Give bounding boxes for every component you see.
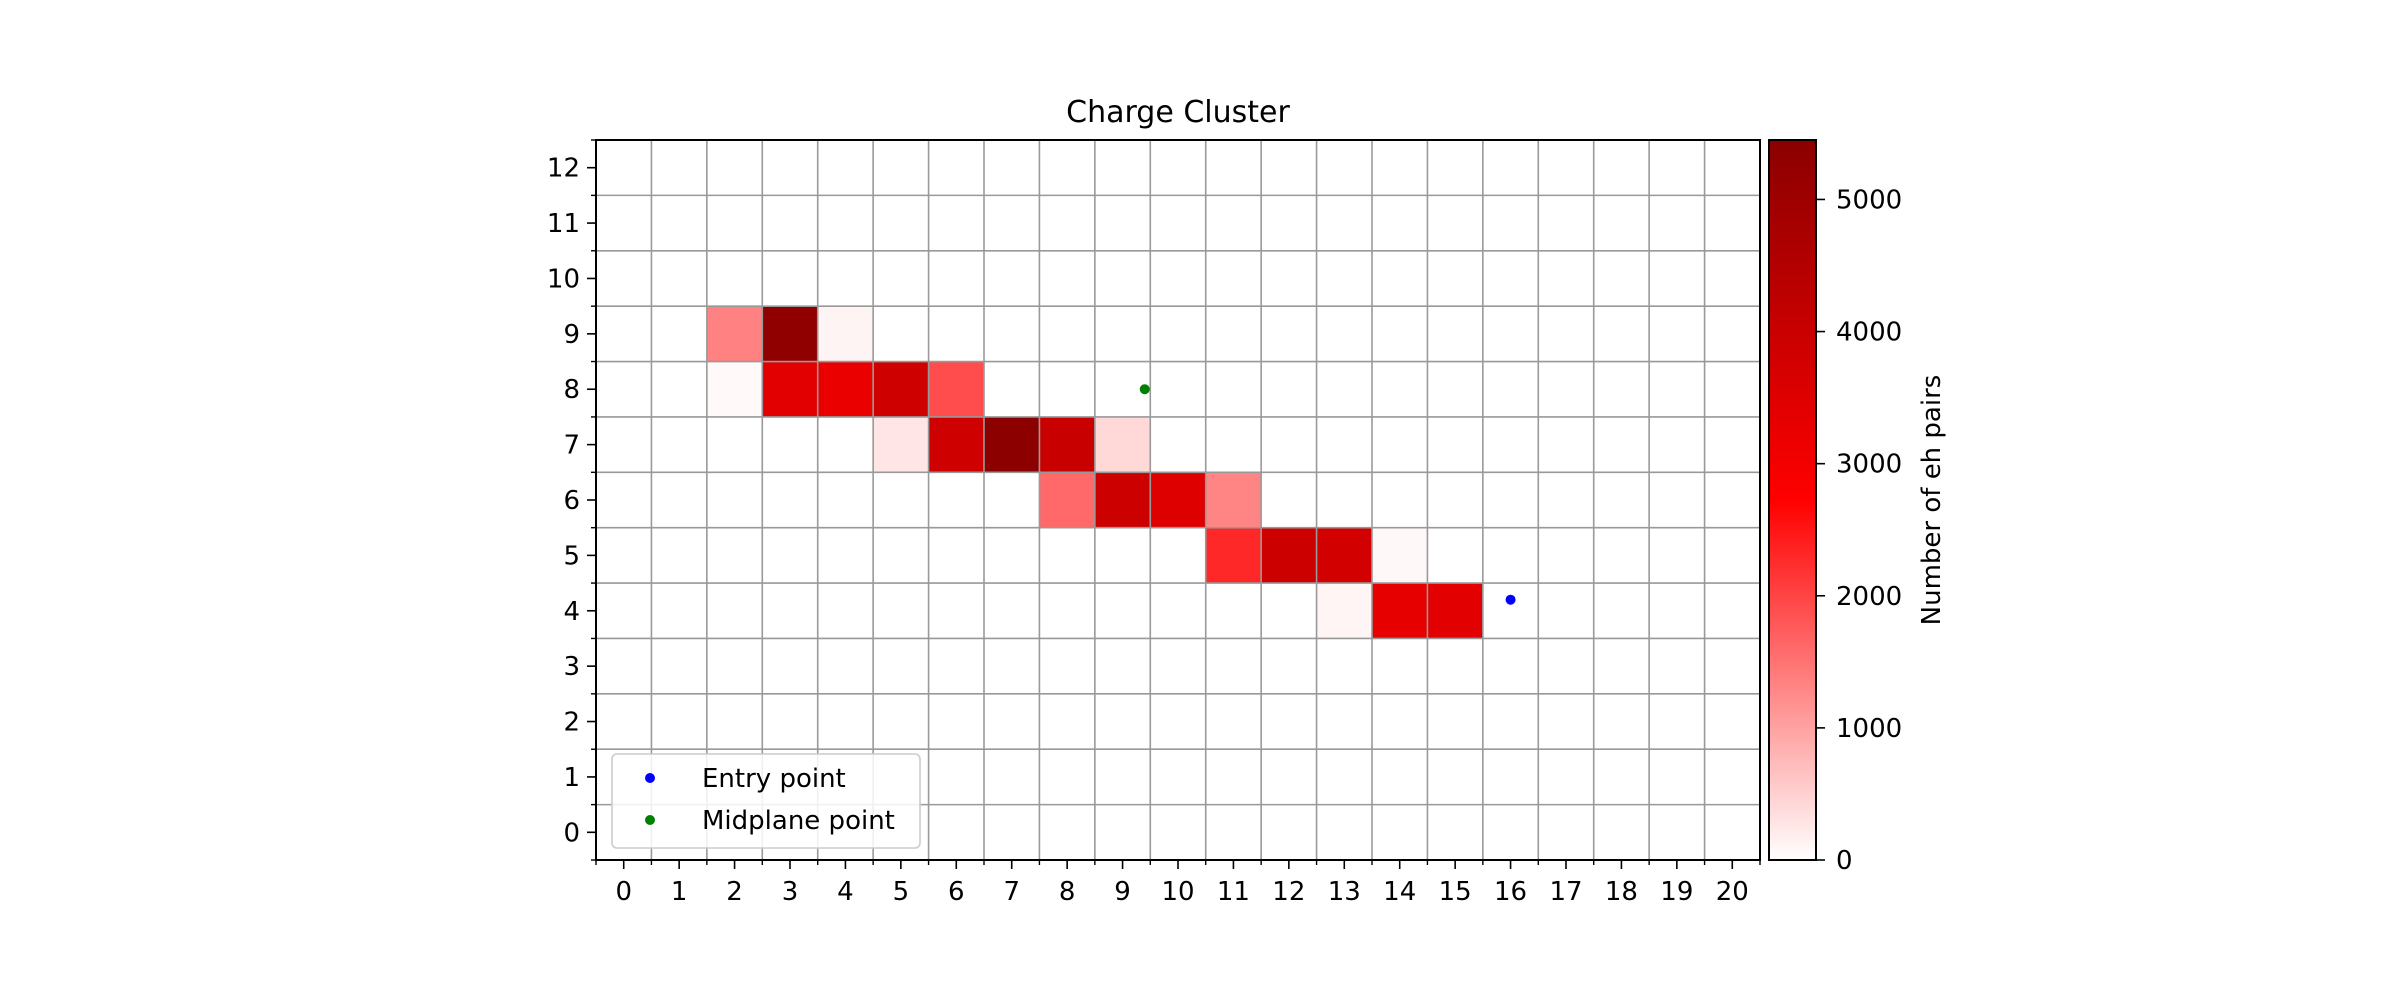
heatmap-cell	[1316, 527, 1372, 584]
heatmap-cells	[706, 306, 1483, 639]
y-tick-label: 11	[547, 209, 580, 239]
heatmap-cell	[1372, 583, 1428, 639]
heatmap-cell	[1039, 416, 1095, 473]
y-tick-label: 0	[563, 818, 580, 848]
x-tick-label: 12	[1272, 877, 1305, 907]
y-tick-label: 6	[563, 486, 580, 516]
colorbar-tick-label: 3000	[1836, 450, 1902, 480]
legend-label: Entry point	[702, 764, 846, 794]
x-tick-label: 13	[1328, 877, 1361, 907]
heatmap-cell	[1372, 527, 1428, 584]
x-tick-label: 9	[1114, 877, 1131, 907]
heatmap-cell	[928, 361, 984, 417]
x-tick-label: 4	[837, 877, 854, 907]
heatmap-cell	[984, 416, 1040, 473]
x-tick-label: 7	[1003, 877, 1020, 907]
x-tick-label: 18	[1605, 877, 1638, 907]
x-tick-label: 3	[782, 877, 799, 907]
axes: 0 1 2 3 4 5 6 7 8 9 10 11 12 13 14 15 16 17 18 19 2001234567…	[547, 139, 1761, 907]
data-point	[1139, 384, 1150, 395]
heatmap-cell	[1094, 472, 1151, 528]
grid	[596, 140, 1760, 860]
colorbar-gradient	[1768, 139, 1817, 861]
x-tick-label: 10	[1161, 877, 1194, 907]
legend: Entry point Midplane point	[611, 753, 921, 849]
x-tick-label: 20	[1716, 877, 1749, 907]
x-tick-label: 19	[1660, 877, 1693, 907]
x-tick-label: 16	[1494, 877, 1527, 907]
y-tick-label: 10	[547, 264, 580, 294]
x-tick-label: 5	[893, 877, 910, 907]
heatmap-cell	[873, 361, 929, 417]
colorbar-tick-label: 1000	[1836, 714, 1902, 744]
heatmap-cell	[1316, 583, 1372, 639]
heatmap-cell	[1094, 416, 1151, 473]
heatmap-cell	[1427, 583, 1483, 639]
x-tick-label: 6	[948, 877, 965, 907]
heatmap-cell	[762, 306, 818, 362]
x-tick-label: 15	[1439, 877, 1472, 907]
x-tick-label: 14	[1383, 877, 1416, 907]
legend-marker	[645, 773, 655, 783]
y-tick-label: 1	[563, 763, 580, 793]
y-tick-label: 8	[563, 375, 580, 405]
chart-title: Charge Cluster	[1066, 95, 1290, 130]
data-points	[1139, 384, 1516, 605]
x-tick-label: 11	[1217, 877, 1250, 907]
colorbar-tick-label: 2000	[1836, 582, 1902, 612]
heatmap-cell	[928, 416, 984, 473]
heatmap-cell	[873, 416, 929, 473]
heatmap-cell	[1261, 527, 1317, 584]
y-tick-label: 9	[563, 320, 580, 350]
heatmap-cell	[1205, 527, 1262, 584]
y-tick-label: 3	[563, 652, 580, 682]
heatmap-cell	[706, 306, 763, 362]
heatmap-cell	[1039, 472, 1095, 528]
colorbar-tick-label: 0	[1836, 846, 1853, 876]
y-tick-label: 2	[563, 708, 580, 738]
colorbar-tick-label: 4000	[1836, 318, 1902, 348]
colorbar: 0 1000 2000 3000 4000 5000 Number of eh pairs	[1768, 139, 1947, 876]
heatmap-cell	[706, 361, 763, 417]
data-point	[1505, 594, 1516, 605]
heatmap-cell	[1150, 472, 1206, 528]
x-tick-label: 0	[615, 877, 632, 907]
legend-marker	[645, 815, 655, 825]
x-tick-label: 1	[671, 877, 688, 907]
y-tick-label: 5	[563, 541, 580, 571]
heatmap-cell	[817, 361, 874, 417]
legend-box	[611, 753, 921, 849]
y-tick-label: 7	[563, 431, 580, 461]
y-tick-label: 12	[547, 154, 580, 184]
heatmap-cell	[762, 361, 818, 417]
colorbar-label: Number of eh pairs	[1917, 375, 1947, 626]
y-tick-label: 4	[563, 597, 580, 627]
heatmap-cell	[817, 306, 874, 362]
x-tick-label: 8	[1059, 877, 1076, 907]
legend-label: Midplane point	[702, 806, 895, 836]
colorbar-tick-label: 5000	[1836, 185, 1902, 215]
heatmap-cell	[1205, 472, 1262, 528]
x-tick-label: 2	[726, 877, 743, 907]
x-tick-label: 17	[1549, 877, 1582, 907]
